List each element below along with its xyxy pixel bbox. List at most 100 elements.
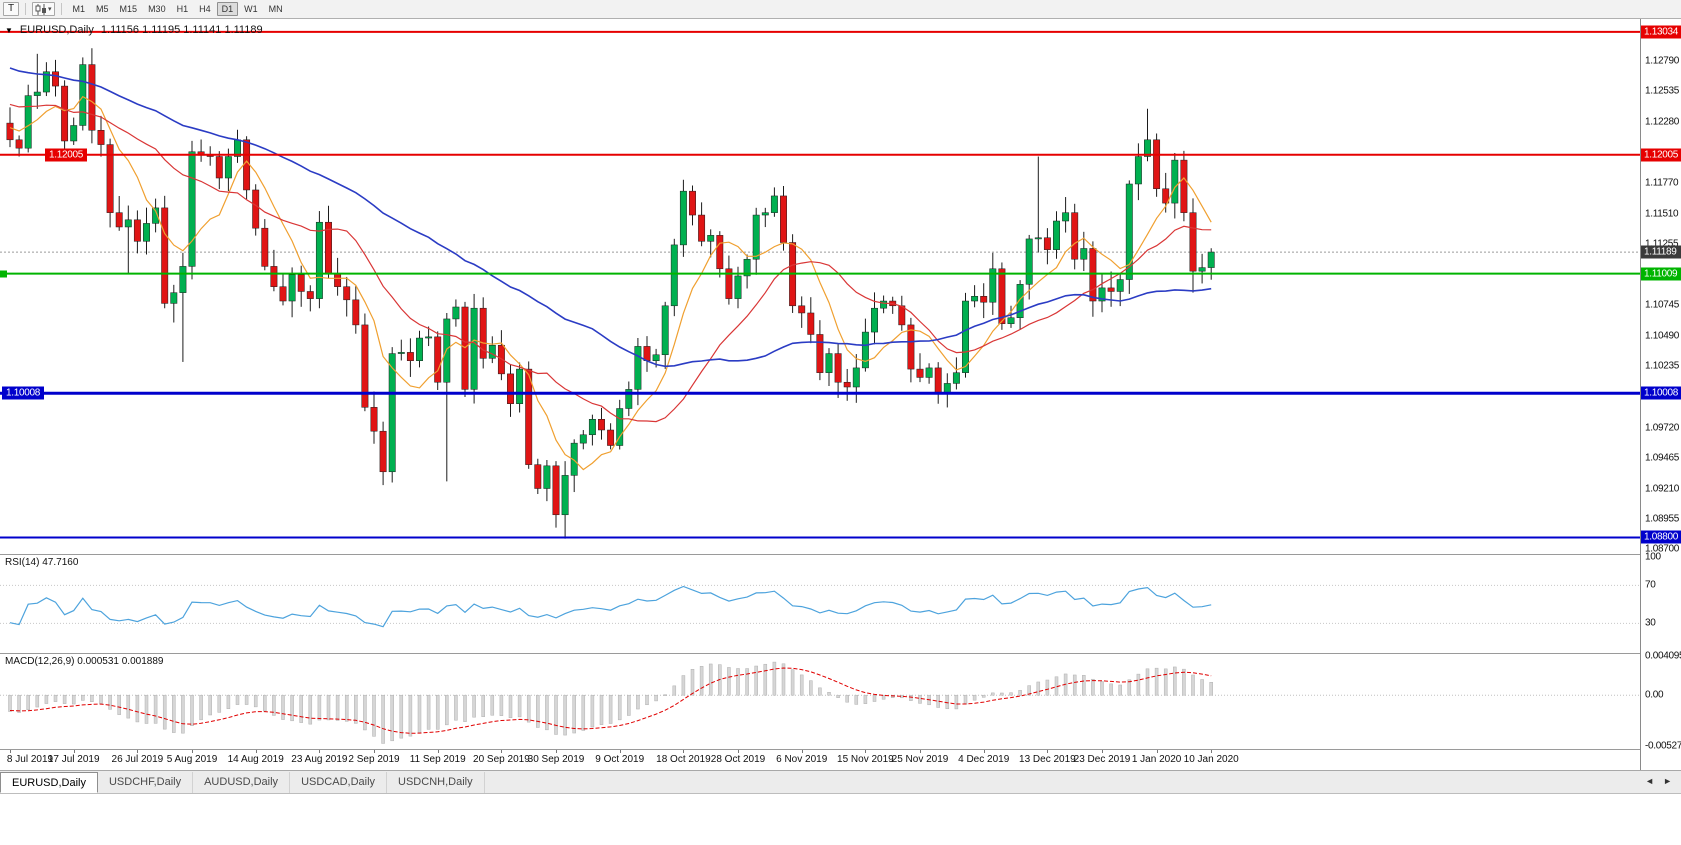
date-label: 1 Jan 2020 [1131, 754, 1182, 765]
price-axis-tick: 1.09720 [1645, 422, 1680, 434]
timeframe-button-m15[interactable]: M15 [115, 2, 143, 16]
price-badge-1.08800: 1.08800 [1641, 530, 1681, 544]
price-axis-tick: 1.12280 [1645, 116, 1680, 128]
date-axis-tick [1156, 750, 1158, 753]
chart-tabs: EURUSD,Daily USDCHF,Daily AUDUSD,Daily USDC… [0, 772, 485, 793]
rsi-panel [0, 584, 1640, 628]
price-badge-1.11189: 1.11189 [1641, 245, 1681, 259]
candlestick-chart-icon [35, 3, 46, 15]
date-axis-tick [556, 750, 557, 753]
date-label: 20 Sep 2019 [473, 754, 530, 765]
hline-left-label-1.10008: 1.10008 [2, 386, 45, 400]
macd-axis-tick: 0.00 [1645, 689, 1664, 701]
price-axis-tick: 1.12535 [1645, 85, 1680, 97]
price-badge-1.12005: 1.12005 [1641, 148, 1681, 162]
date-axis-tick [192, 750, 193, 753]
timeframe-button-m30[interactable]: M30 [143, 2, 171, 16]
date-label: 18 Oct 2019 [656, 754, 711, 765]
price-badge-1.10008: 1.10008 [1641, 386, 1681, 400]
date-axis-tick [501, 750, 503, 753]
price-axis-tick: 1.11255 [1645, 238, 1679, 250]
date-axis-tick [619, 750, 621, 753]
price-badge-1.13034: 1.13034 [1641, 25, 1681, 39]
date-label: 6 Nov 2019 [776, 754, 828, 765]
price-axis-separator [1640, 18, 1641, 770]
timeframe-button-h4[interactable]: H4 [194, 2, 216, 16]
ma-18-line [9, 103, 1212, 423]
ma-7-line [9, 95, 1212, 471]
date-label: 25 Nov 2019 [891, 754, 949, 765]
timeframe-group: M1 M5 M15 M30 H1 H4 D1 W1 MN [68, 2, 288, 16]
macd-panel [0, 661, 1640, 744]
date-axis-tick [983, 750, 985, 753]
price-axis-tick: 1.09465 [1645, 452, 1680, 464]
macd-indicator-label: MACD(12,26,9) 0.000531 0.001889 [5, 656, 164, 667]
date-label: 30 Sep 2019 [527, 754, 585, 765]
timeframe-button-w1[interactable]: W1 [239, 2, 263, 16]
moving-averages-layer [9, 67, 1212, 471]
hline-edge-marker [0, 270, 7, 278]
date-label: 17 Jul 2019 [47, 754, 100, 765]
date-label: 9 Oct 2019 [595, 754, 645, 765]
tab-scroll-buttons: ◄ ► [1642, 775, 1675, 787]
toolbar-separator [25, 3, 26, 15]
tab-usdchf-daily[interactable]: USDCHF,Daily [98, 772, 194, 793]
chevron-down-icon: ▾ [48, 5, 52, 13]
tab-audusd-daily[interactable]: AUDUSD,Daily [193, 772, 291, 793]
price-axis-tick: 1.09210 [1645, 483, 1680, 494]
date-label: 23 Dec 2019 [1073, 754, 1131, 765]
tab-scroll-right-icon[interactable]: ► [1663, 776, 1672, 786]
date-axis: 8 Jul 2019 17 Jul 2019 26 Jul 2019 5 Aug 20… [0, 750, 1681, 771]
date-axis-tick [255, 750, 257, 753]
date-label: 14 Aug 2019 [227, 754, 284, 765]
object-marker-icon: ▼ [5, 25, 13, 35]
timeframe-button-h1[interactable]: H1 [172, 2, 194, 16]
date-axis-tick [1102, 750, 1103, 753]
date-label: 11 Sep 2019 [409, 754, 466, 765]
hline-left-label-1.12005: 1.12005 [45, 148, 88, 162]
date-label: 15 Nov 2019 [837, 754, 894, 765]
date-label: 8 Jul 2019 [6, 754, 54, 765]
rsi-axis-tick: 100 [1645, 551, 1661, 563]
date-axis-tick [73, 750, 75, 753]
toolbar-separator [60, 3, 62, 15]
tab-usdcnh-daily[interactable]: USDCNH,Daily [387, 772, 485, 793]
timeframe-button-m5[interactable]: M5 [91, 2, 114, 16]
price-axis-tick: 1.11510 [1645, 208, 1679, 220]
timeframe-button-m1[interactable]: M1 [68, 2, 91, 16]
date-axis-tick [319, 750, 321, 753]
date-axis-tick [137, 750, 139, 753]
chart-canvas[interactable] [0, 18, 1640, 770]
date-axis-tick [683, 750, 685, 753]
date-axis-tick [1211, 750, 1213, 753]
date-label: 5 Aug 2019 [166, 754, 218, 765]
price-axis-tick: 1.08700 [1645, 543, 1680, 555]
tab-scroll-left-icon[interactable]: ◄ [1645, 776, 1655, 786]
date-label: 13 Dec 2019 [1019, 754, 1076, 765]
horizontal-lines-layer [0, 30, 1640, 539]
rsi-axis-tick: 70 [1645, 579, 1656, 591]
chart-legend: ▼ EURUSD,Daily 1.11156 1.11195 1.11141 1… [5, 24, 263, 36]
chart-type-dropdown[interactable]: ▾ [32, 2, 55, 16]
date-axis-tick [437, 750, 439, 753]
date-axis-tick [1047, 750, 1049, 753]
date-label: 10 Jan 2020 [1183, 754, 1239, 765]
pointer-tool-button[interactable]: T [3, 2, 19, 16]
tab-usdcad-daily[interactable]: USDCAD,Daily [290, 772, 388, 793]
chart-tabs-bar: EURUSD,Daily USDCHF,Daily AUDUSD,Daily USDC… [0, 771, 1681, 794]
tab-eurusd-daily[interactable]: EURUSD,Daily [0, 772, 98, 793]
date-label: 28 Oct 2019 [710, 754, 766, 765]
date-label: 2 Sep 2019 [348, 754, 400, 765]
price-axis-tick: 1.11770 [1645, 177, 1679, 189]
macd-axis-tick: -0.005273 [1645, 740, 1681, 752]
timeframe-toolbar: T ▾ M1 M5 M15 M30 H1 H4 D1 W1 MN [0, 0, 1681, 19]
ohlc-values: 1.11156 1.11195 1.11141 1.11189 [100, 24, 263, 36]
rsi-line [9, 585, 1212, 628]
timeframe-button-mn[interactable]: MN [264, 2, 288, 16]
price-axis-tick: 1.10745 [1645, 299, 1680, 311]
date-axis-tick [920, 750, 921, 753]
macd-axis-tick: 0.004095 [1645, 650, 1681, 661]
timeframe-button-d1[interactable]: D1 [216, 2, 239, 16]
price-axis-tick: 1.12790 [1645, 55, 1680, 67]
